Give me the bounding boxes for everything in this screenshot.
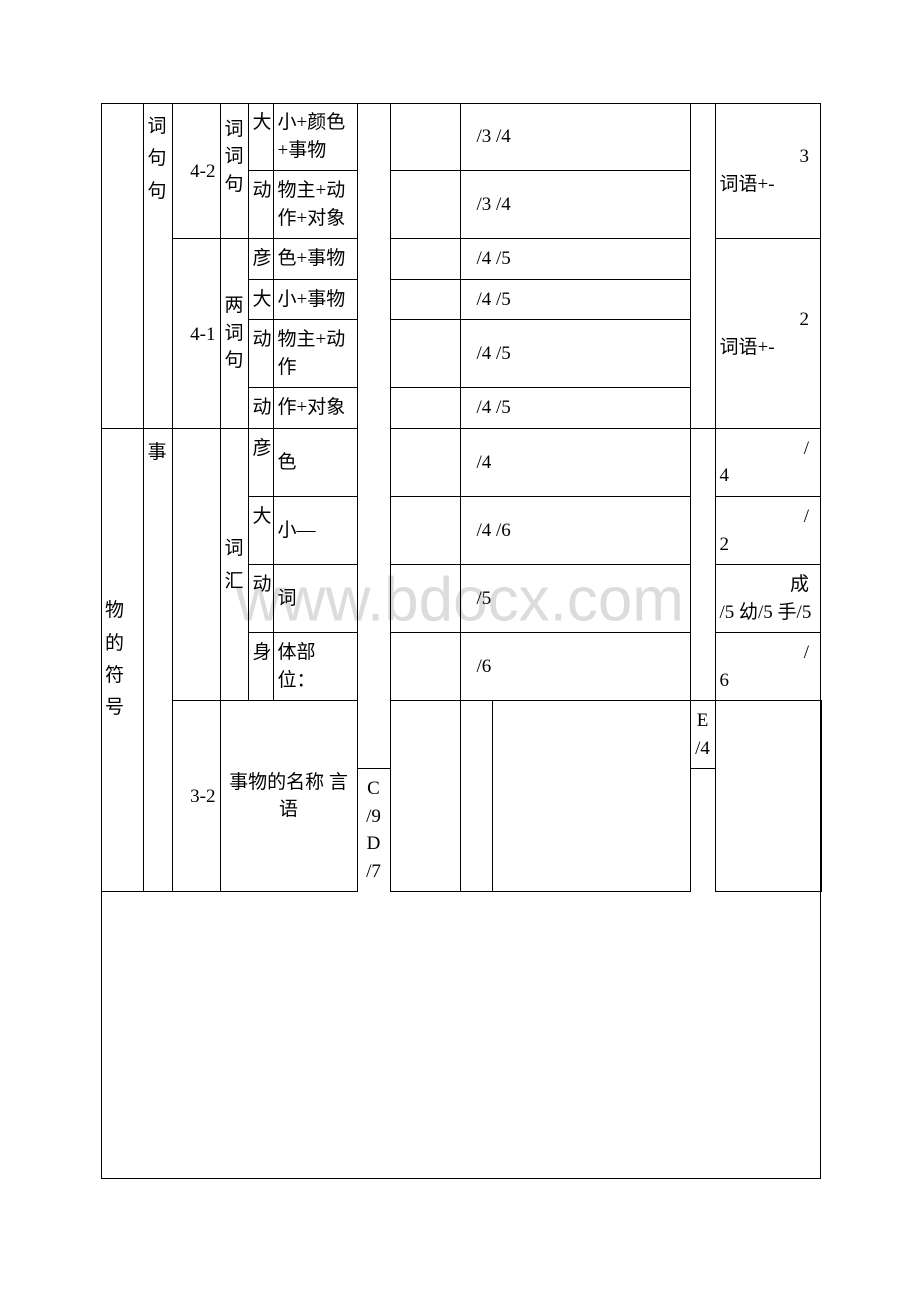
note-cell: 3 词语+- bbox=[715, 103, 821, 239]
item-name: 体部位： bbox=[273, 633, 357, 701]
blank-cell bbox=[390, 279, 460, 320]
sub-label: 词汇 bbox=[220, 428, 248, 700]
item-name: 物主+动作 bbox=[273, 320, 357, 388]
item-head: 动 bbox=[248, 565, 273, 633]
score-cell: /4 /6 bbox=[460, 497, 690, 565]
mid-label: 两 词句 bbox=[220, 239, 248, 429]
note-cell: 成 /5 幼/5 手/5 bbox=[715, 565, 821, 633]
item-head: 大 bbox=[248, 103, 273, 171]
score-cell: /3 /4 bbox=[460, 171, 690, 239]
note-cell: / 4 bbox=[715, 428, 821, 496]
item-name: 物主+动作+对象 bbox=[273, 171, 357, 239]
blank-cell bbox=[172, 428, 220, 700]
blank-cell bbox=[101, 103, 143, 428]
mid-number: 3-2 bbox=[172, 701, 220, 892]
item-head: 彦 bbox=[248, 428, 273, 496]
score-cell: /6 bbox=[460, 633, 690, 701]
blank-cell bbox=[492, 701, 690, 892]
item-head: 动 bbox=[248, 171, 273, 239]
score-cell: /4 /5 bbox=[460, 239, 690, 280]
note-cell: / 6 bbox=[715, 633, 821, 701]
score-cell: C /9 D /7 bbox=[357, 769, 390, 892]
blank-cell bbox=[460, 701, 492, 892]
item-head: 动 bbox=[248, 320, 273, 388]
score-cell: /4 /5 bbox=[460, 320, 690, 388]
mid-number: 4-2 bbox=[172, 103, 220, 239]
item-name: 词 bbox=[273, 565, 357, 633]
group-col1: 物的符号 bbox=[101, 428, 143, 891]
score-cell: E /4 bbox=[690, 701, 715, 769]
score-cell: /3 /4 bbox=[460, 103, 690, 171]
item-name: 作+对象 bbox=[273, 388, 357, 429]
group-label: 词句 句 bbox=[143, 103, 172, 428]
blank-cell bbox=[390, 633, 460, 701]
blank-cell bbox=[690, 103, 715, 428]
note-cell: 2 词语+- bbox=[715, 239, 821, 429]
blank-cell bbox=[390, 388, 460, 429]
item-name: 色+事物 bbox=[273, 239, 357, 280]
item-head: 身 bbox=[248, 633, 273, 701]
mid-label: 事物的名称 言语 bbox=[220, 701, 357, 892]
blank-cell bbox=[390, 239, 460, 280]
mid-number: 4-1 bbox=[172, 239, 220, 429]
mid-label: 词 词句 bbox=[220, 103, 248, 239]
item-name: 色 bbox=[273, 428, 357, 496]
score-cell: /4 /5 bbox=[460, 279, 690, 320]
item-head: 大 bbox=[248, 497, 273, 565]
blank-cell bbox=[390, 103, 460, 171]
score-cell: /4 /5 bbox=[460, 388, 690, 429]
item-head: 动 bbox=[248, 388, 273, 429]
item-name: 小+事物 bbox=[273, 279, 357, 320]
score-cell: /5 bbox=[460, 565, 690, 633]
blank-cell bbox=[357, 103, 390, 769]
blank-cell bbox=[390, 497, 460, 565]
blank-cell bbox=[390, 171, 460, 239]
score-cell: /4 bbox=[460, 428, 690, 496]
table-row: 物的符号 事 词汇 彦 色 /4 / 4 bbox=[101, 428, 821, 496]
item-head: 彦 bbox=[248, 239, 273, 280]
blank-cell bbox=[390, 701, 460, 892]
blank-cell bbox=[390, 428, 460, 496]
blank-cell bbox=[390, 320, 460, 388]
blank-cell bbox=[715, 701, 821, 892]
group-col2: 事 bbox=[143, 428, 172, 891]
item-head: 大 bbox=[248, 279, 273, 320]
blank-cell bbox=[690, 428, 715, 700]
item-name: 小+颜色+事物 bbox=[273, 103, 357, 171]
blank-cell bbox=[390, 565, 460, 633]
table-row: 词句 句 4-2 词 词句 大 小+颜色+事物 /3 /4 3 词语+- bbox=[101, 103, 821, 171]
item-name: 小— bbox=[273, 497, 357, 565]
main-table: 词句 句 4-2 词 词句 大 小+颜色+事物 /3 /4 3 词语+- 动 物… bbox=[101, 103, 821, 892]
table-row: 3-2 事物的名称 言语 E /4 成 /16幼 bbox=[101, 701, 821, 769]
note-cell: / 2 bbox=[715, 497, 821, 565]
